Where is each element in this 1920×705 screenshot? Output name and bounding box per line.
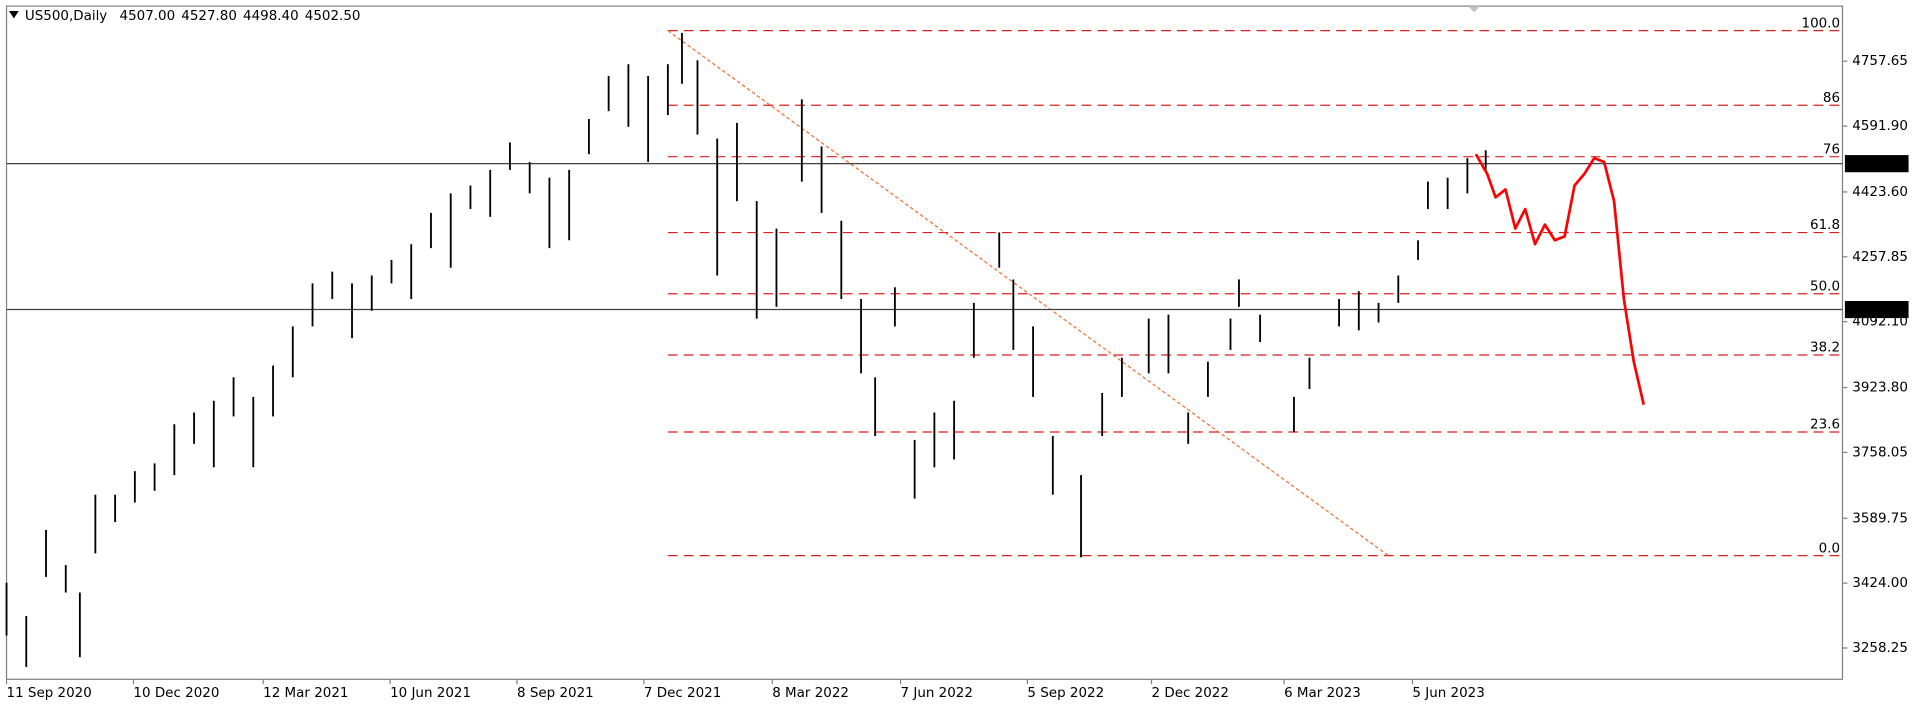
x-tick-label: 7 Dec 2021 bbox=[644, 686, 721, 701]
fib-label: 76 bbox=[1823, 142, 1840, 157]
x-tick-label: 5 Sep 2022 bbox=[1027, 686, 1104, 701]
price-line-label: 4495.85 bbox=[1849, 157, 1905, 172]
plot-frame bbox=[5, 5, 1844, 680]
shift-marker bbox=[1467, 6, 1481, 13]
fib-label: 86 bbox=[1823, 91, 1840, 106]
price-line-label: 4123.08 bbox=[1849, 303, 1905, 318]
y-tick-label: 3923.80 bbox=[1852, 381, 1908, 396]
x-tick-label: 8 Sep 2021 bbox=[517, 686, 594, 701]
trendline bbox=[667, 30, 1389, 557]
price-box bbox=[1844, 300, 1909, 319]
y-tick-label: 3758.05 bbox=[1852, 445, 1908, 460]
header-price: 4502.50 bbox=[305, 9, 361, 24]
header-price: 4507.00 bbox=[120, 9, 176, 24]
x-tick-label: 8 Mar 2022 bbox=[772, 686, 849, 701]
y-tick-label: 4423.60 bbox=[1852, 185, 1908, 200]
x-tick-label: 7 Jun 2022 bbox=[901, 686, 973, 701]
x-tick-label: 12 Mar 2021 bbox=[263, 686, 348, 701]
y-tick-label: 3258.25 bbox=[1852, 641, 1908, 656]
fib-label: 50.0 bbox=[1810, 279, 1840, 294]
x-tick-label: 11 Sep 2020 bbox=[7, 686, 92, 701]
x-tick-label: 2 Dec 2022 bbox=[1152, 686, 1229, 701]
price-box bbox=[1844, 155, 1909, 173]
fib-label: 38.2 bbox=[1810, 341, 1840, 356]
y-tick-label: 3424.00 bbox=[1852, 576, 1908, 591]
menu-triangle[interactable] bbox=[8, 11, 19, 19]
y-tick-label: 3589.75 bbox=[1852, 511, 1908, 526]
projection-line bbox=[1474, 153, 1646, 405]
symbol: US500,Daily bbox=[25, 9, 107, 24]
y-tick-label: 4092.10 bbox=[1852, 315, 1908, 330]
fib-label: 23.6 bbox=[1810, 418, 1840, 433]
fib-label: 100.0 bbox=[1802, 16, 1841, 31]
fib-label: 61.8 bbox=[1810, 218, 1840, 233]
y-tick-label: 4257.85 bbox=[1852, 250, 1908, 265]
x-tick-label: 10 Dec 2020 bbox=[133, 686, 219, 701]
header-price: 4498.40 bbox=[243, 9, 299, 24]
x-tick-label: 5 Jun 2023 bbox=[1412, 686, 1484, 701]
x-tick-label: 6 Mar 2023 bbox=[1284, 686, 1361, 701]
fib-label: 0.0 bbox=[1819, 541, 1840, 556]
y-tick-label: 4757.65 bbox=[1852, 54, 1908, 69]
header-price: 4527.80 bbox=[181, 9, 237, 24]
y-tick-label: 4591.90 bbox=[1852, 119, 1908, 134]
x-tick-label: 10 Jun 2021 bbox=[390, 686, 471, 701]
